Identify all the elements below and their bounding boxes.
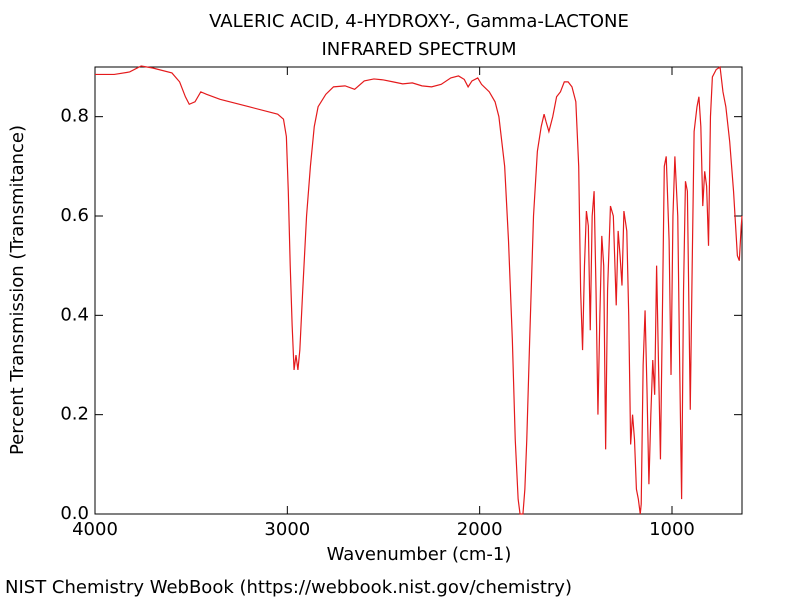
x-tick-label: 1000 — [649, 519, 695, 540]
x-tick-label: 2000 — [457, 519, 503, 540]
chart-subtitle: INFRARED SPECTRUM — [321, 39, 516, 60]
x-axis-label: Wavenumber (cm-1) — [327, 544, 512, 565]
y-axis-label: Percent Transmission (Transmitance) — [7, 125, 28, 455]
y-tick-label: 0.4 — [60, 304, 89, 325]
x-tick-label: 4000 — [72, 519, 118, 540]
y-tick-label: 0.0 — [60, 503, 89, 524]
spectrum-line — [95, 65, 743, 515]
x-tick-label: 3000 — [264, 519, 310, 540]
chart-title: VALERIC ACID, 4-HYDROXY-, Gamma-LACTONE — [209, 11, 629, 32]
y-tick-label: 0.8 — [60, 106, 89, 127]
y-tick-label: 0.6 — [60, 205, 89, 226]
plot-frame — [94, 66, 743, 515]
footer: NIST Chemistry WebBook (https://webbook.… — [5, 577, 572, 598]
y-tick-label: 0.2 — [60, 404, 89, 425]
